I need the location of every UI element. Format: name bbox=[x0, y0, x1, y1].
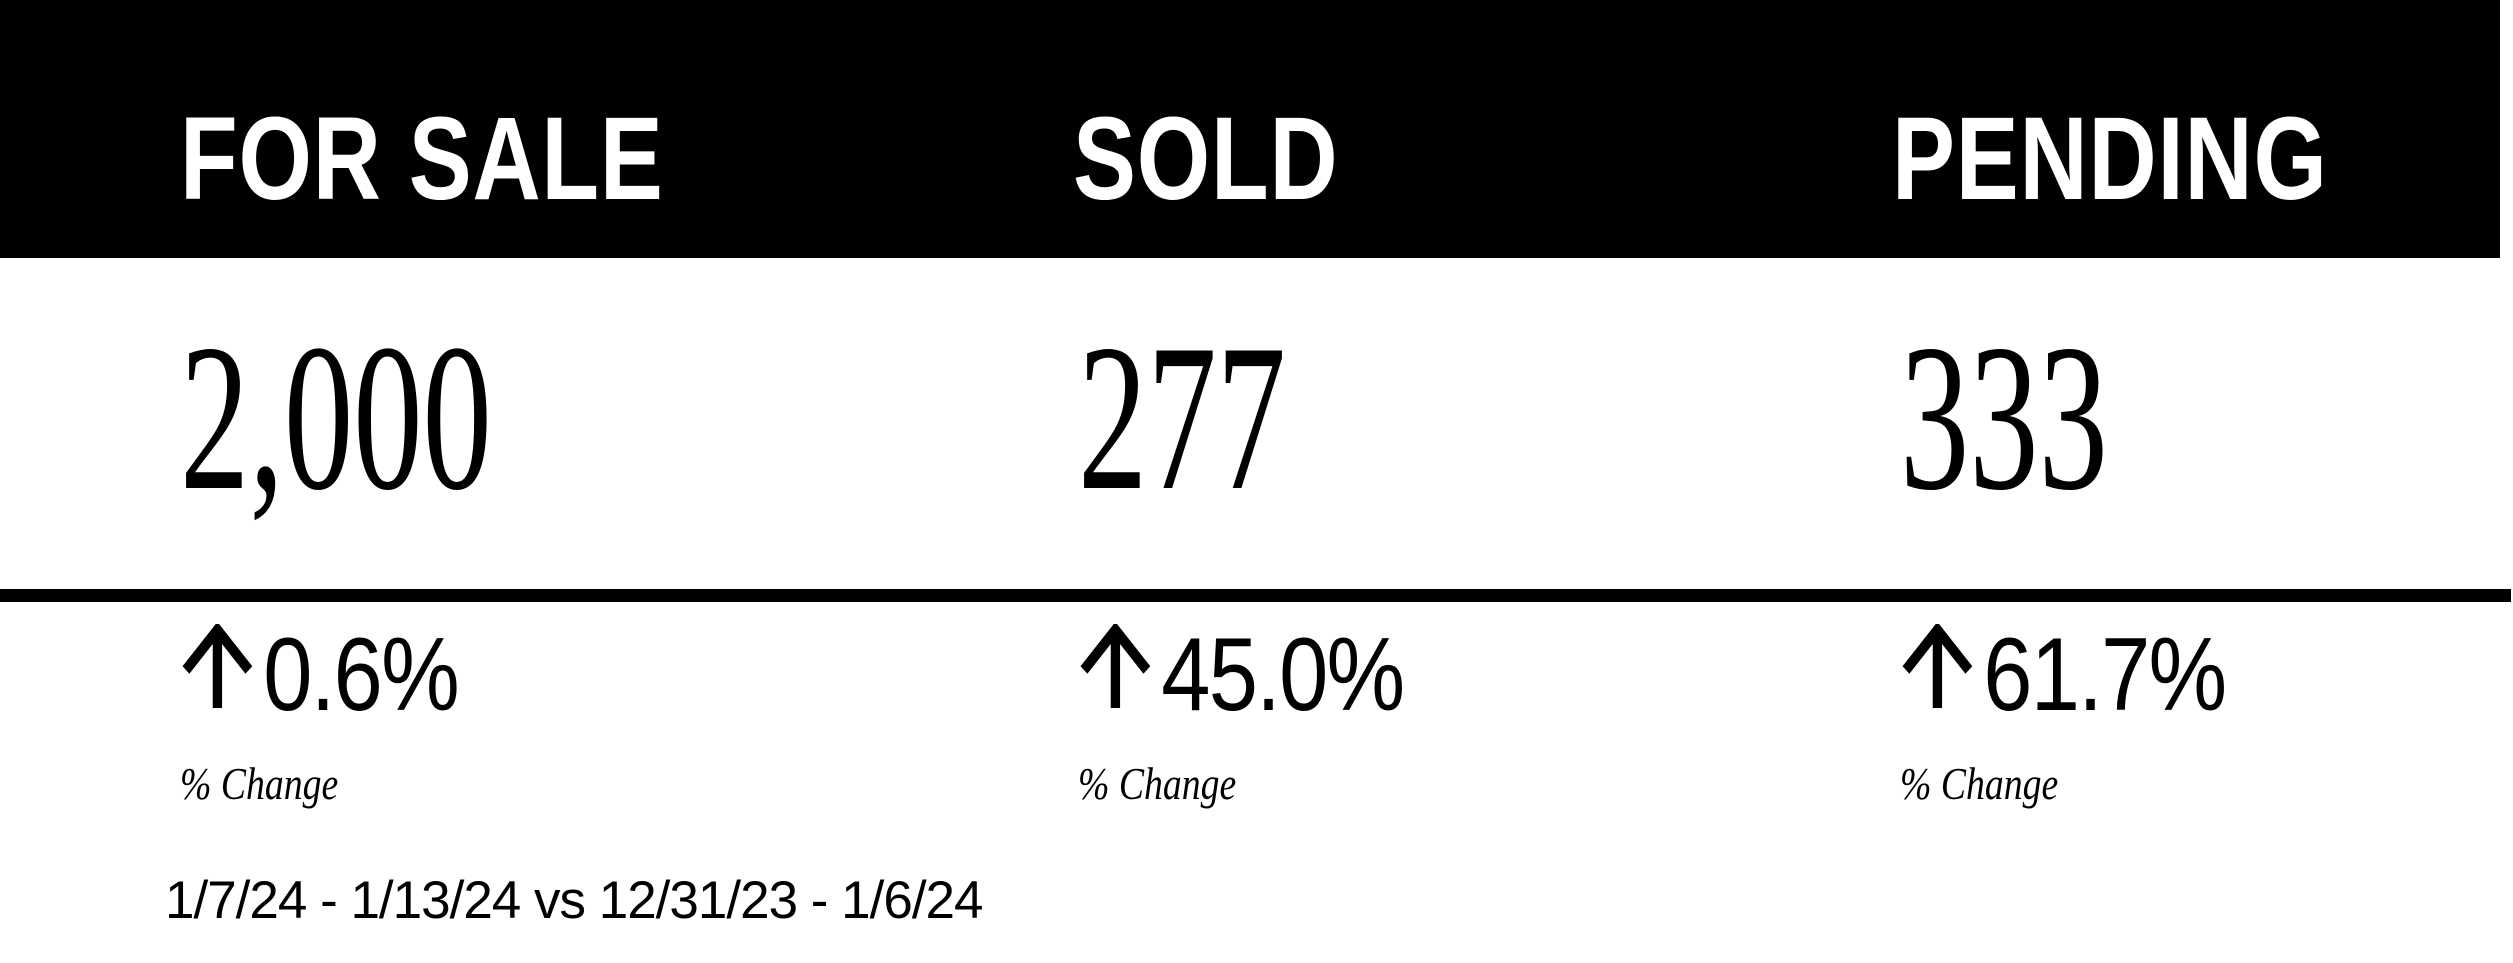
percent-change-pending: 61.7% bbox=[1900, 623, 2421, 727]
percent-change-value: 45.0% bbox=[1160, 617, 1405, 733]
percent-change-for-sale: 0.6% bbox=[180, 623, 739, 727]
values-row: 2,000 277 333 bbox=[0, 313, 2513, 523]
change-cell-for-sale: 0.6% % Change bbox=[0, 623, 838, 807]
header-cell-pending: PENDING bbox=[1667, 0, 2500, 258]
value-cell-for-sale: 2,000 bbox=[0, 313, 838, 523]
percent-change-value: 61.7% bbox=[1983, 617, 2228, 733]
divider-line bbox=[0, 589, 2511, 602]
percent-change-caption: % Change bbox=[1077, 758, 1236, 809]
percent-change-caption: % Change bbox=[1900, 758, 2059, 809]
header-cell-for-sale: FOR SALE bbox=[0, 0, 833, 258]
header-label-pending: PENDING bbox=[1891, 93, 2328, 225]
percent-change-caption: % Change bbox=[180, 758, 339, 809]
up-arrow-icon bbox=[1080, 624, 1150, 708]
up-arrow-icon bbox=[182, 624, 253, 708]
stat-value-sold: 277 bbox=[1077, 302, 1286, 534]
header-label-for-sale: FOR SALE bbox=[180, 93, 664, 225]
value-cell-pending: 333 bbox=[1675, 313, 2513, 523]
changes-row: 0.6% % Change 45.0% % Change bbox=[0, 623, 2513, 807]
percent-change-value: 0.6% bbox=[263, 617, 459, 733]
date-range: 1/7/24 - 1/13/24 vs 12/31/23 - 1/6/24 bbox=[165, 871, 984, 930]
header-bar: FOR SALE SOLD PENDING bbox=[0, 0, 2500, 258]
change-cell-sold: 45.0% % Change bbox=[838, 623, 1676, 807]
change-cell-pending: 61.7% % Change bbox=[1675, 623, 2513, 807]
stat-value-pending: 333 bbox=[1900, 302, 2109, 534]
value-cell-sold: 277 bbox=[838, 313, 1676, 523]
up-arrow-icon bbox=[1902, 624, 1973, 708]
stat-value-for-sale: 2,000 bbox=[180, 302, 492, 534]
header-label-sold: SOLD bbox=[1073, 93, 1339, 225]
header-cell-sold: SOLD bbox=[833, 0, 1666, 258]
percent-change-sold: 45.0% bbox=[1078, 623, 1586, 727]
